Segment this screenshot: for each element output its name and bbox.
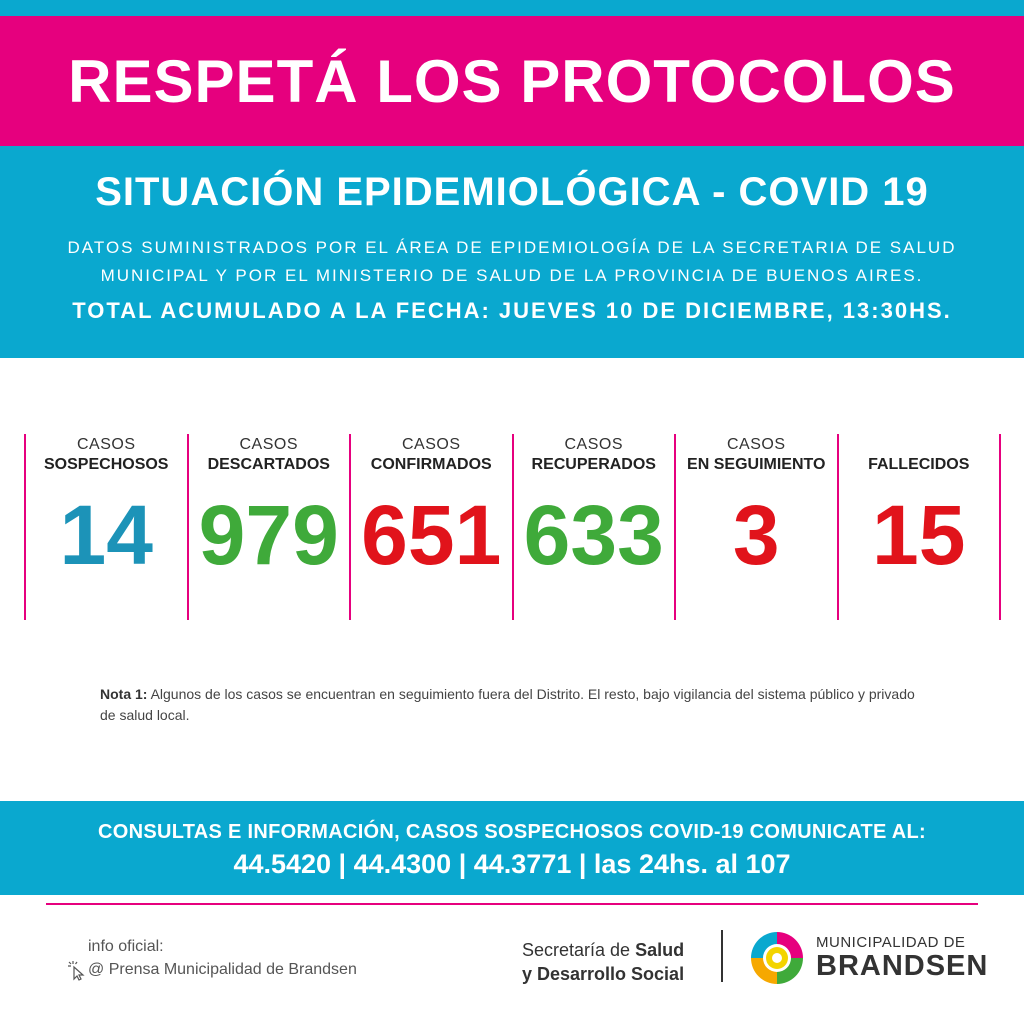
stat-descartados: CASOS DESCARTADOS 979 <box>186 434 350 620</box>
stat-label-top: CASOS <box>401 436 461 453</box>
vertical-separator <box>721 930 723 982</box>
municipality-logo-icon <box>751 932 803 984</box>
stat-value: 15 <box>872 488 966 582</box>
stat-value: 633 <box>523 488 664 582</box>
banner-title: RESPETÁ LOS PROTOCOLOS <box>68 47 956 115</box>
stat-confirmados: CASOS CONFIRMADOS 651 <box>349 434 512 620</box>
source-line-1: DATOS SUMINISTRADOS POR EL ÁREA DE EPIDE… <box>67 238 957 257</box>
secretaria-bold-2: y Desarrollo Social <box>522 964 685 984</box>
stat-label: CONFIRMADOS <box>370 456 492 473</box>
note-label: Nota 1: <box>100 686 148 702</box>
muni-line-1: MUNICIPALIDAD DE <box>816 934 966 951</box>
stat-value: 979 <box>198 488 339 582</box>
stat-en-seguimiento: CASOS EN SEGUIMIENTO 3 <box>674 434 837 620</box>
stat-recuperados: CASOS RECUPERADOS 633 <box>511 434 675 620</box>
stat-sospechosos: CASOS SOSPECHOSOS 14 <box>24 434 187 620</box>
municipality-name: MUNICIPALIDAD DE BRANDSEN <box>816 934 988 981</box>
stat-label-top: CASOS <box>726 436 786 453</box>
page-title: SITUACIÓN EPIDEMIOLÓGICA - COVID 19 <box>95 170 929 214</box>
stat-label: RECUPERADOS <box>531 456 656 473</box>
divider <box>46 903 978 905</box>
contact-heading: CONSULTAS E INFORMACIÓN, CASOS SOSPECHOS… <box>98 821 926 843</box>
stat-value: 14 <box>59 488 153 582</box>
secretaria-prefix: Secretaría de <box>522 940 636 960</box>
report-date: TOTAL ACUMULADO A LA FECHA: JUEVES 10 DE… <box>72 298 952 323</box>
stat-label-top: CASOS <box>76 436 136 453</box>
source-line-2: MUNICIPAL Y POR EL MINISTERIO DE SALUD D… <box>100 266 924 285</box>
stats-row: CASOS SOSPECHOSOS 14 CASOS DESCARTADOS 9… <box>24 434 1001 620</box>
stat-label-top: CASOS <box>239 436 298 453</box>
stat-label: DESCARTADOS <box>207 456 330 473</box>
note: Nota 1: Algunos de los casos se encuentr… <box>100 684 920 726</box>
secretaria: Secretaría de Salud y Desarrollo Social <box>522 938 684 986</box>
stat-value: 3 <box>732 488 780 582</box>
stat-fallecidos: FALLECIDOS 15 <box>836 434 1001 620</box>
top-strip <box>0 0 1024 16</box>
secretaria-bold-1: Salud <box>635 940 685 960</box>
source-text: DATOS SUMINISTRADOS POR EL ÁREA DE EPIDE… <box>40 234 984 290</box>
info-label: info oficial: <box>88 938 164 955</box>
stat-label: FALLECIDOS <box>868 456 970 473</box>
info-source: @ Prensa Municipalidad de Brandsen <box>88 961 357 978</box>
cursor-click-icon <box>68 961 85 981</box>
stat-value: 651 <box>361 488 502 582</box>
protocol-banner: RESPETÁ LOS PROTOCOLOS <box>0 16 1024 146</box>
note-text: Algunos de los casos se encuentran en se… <box>100 686 915 723</box>
header-panel: SITUACIÓN EPIDEMIOLÓGICA - COVID 19 DATO… <box>0 146 1024 358</box>
stat-label-top: CASOS <box>564 436 623 453</box>
info-oficial: info oficial: @ Prensa Municipalidad de … <box>66 938 357 981</box>
muni-line-2: BRANDSEN <box>816 950 989 982</box>
stat-label: SOSPECHOSOS <box>44 456 169 473</box>
contact-phones: 44.5420 | 44.4300 | 44.3771 | las 24hs. … <box>233 849 791 879</box>
contact-panel: CONSULTAS E INFORMACIÓN, CASOS SOSPECHOS… <box>0 801 1024 895</box>
stat-label: EN SEGUIMIENTO <box>687 456 826 473</box>
